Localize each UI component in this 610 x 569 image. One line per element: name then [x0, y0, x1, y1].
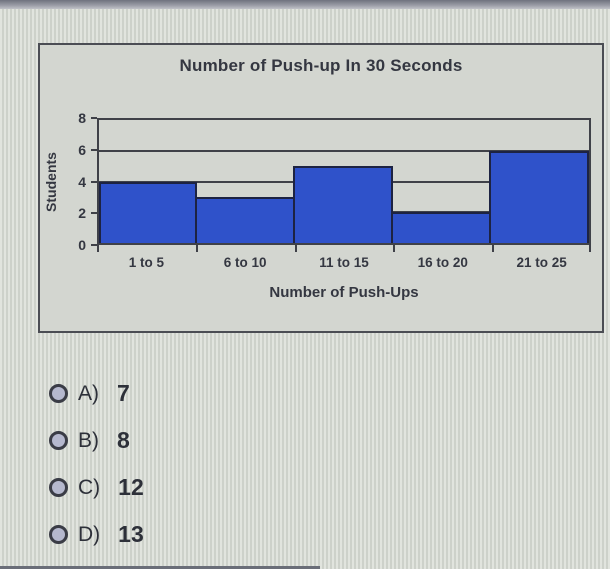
y-tick-marks — [91, 117, 97, 246]
chart-title: Number of Push-up In 30 Seconds — [179, 56, 463, 75]
bar-6-to-10 — [195, 196, 295, 243]
option-d-value: 13 — [118, 521, 144, 547]
x-tick-mark-3 — [393, 245, 396, 252]
x-category-label: 16 to 20 — [417, 255, 468, 270]
option-b[interactable]: B) 8 — [49, 424, 144, 457]
x-category-label: 21 to 25 — [516, 255, 567, 270]
option-c-value: 12 — [118, 474, 144, 500]
bar-16-to-20 — [391, 212, 491, 243]
option-c-radio[interactable] — [49, 478, 68, 497]
option-c-letter: C) — [78, 475, 101, 499]
option-a-letter: A) — [78, 381, 99, 405]
bottom-screen-edge — [0, 566, 320, 569]
option-c[interactable]: C) 12 — [49, 471, 144, 504]
x-tick-mark-1 — [195, 245, 198, 252]
y-axis-label: Students — [37, 118, 65, 245]
option-b-letter: B) — [78, 428, 99, 452]
chart-panel: Number of Push-up In 30 Seconds Students… — [38, 43, 604, 333]
x-category-label: 11 to 15 — [319, 255, 369, 270]
x-category-labels: 1 to 5 6 to 10 11 to 15 16 to 20 21 to 25 — [97, 255, 591, 270]
y-tick-label-4: 4 — [78, 173, 86, 190]
option-a[interactable]: A) 7 — [49, 377, 144, 410]
option-b-value: 8 — [117, 427, 130, 453]
y-tick-labels: 8 6 4 2 0 — [64, 110, 90, 253]
bar-21-to-25 — [489, 150, 589, 243]
x-category-label: 6 to 10 — [223, 255, 267, 270]
y-tick-mark-4 — [91, 180, 97, 183]
option-a-radio[interactable] — [49, 384, 68, 403]
x-category-label: 1 to 5 — [128, 255, 165, 270]
y-tick-mark-2 — [91, 212, 97, 215]
y-tick-label-0: 0 — [78, 237, 86, 253]
answer-options: A) 7 B) 8 C) 12 D) 13 — [49, 377, 144, 565]
top-screen-edge — [0, 0, 610, 9]
option-d-letter: D) — [78, 522, 101, 546]
x-tick-mark-5 — [589, 245, 591, 252]
y-tick-mark-6 — [91, 148, 97, 151]
option-d-radio[interactable] — [49, 525, 68, 544]
option-a-value: 7 — [117, 380, 130, 406]
option-b-radio[interactable] — [49, 431, 68, 450]
y-tick-label-6: 6 — [78, 141, 86, 158]
y-tick-mark-0 — [91, 244, 97, 246]
y-tick-mark-8 — [91, 117, 97, 119]
y-tick-label-8: 8 — [78, 110, 86, 126]
gridline-6 — [99, 149, 589, 152]
y-tick-label-2: 2 — [78, 205, 86, 222]
x-tick-marks — [97, 245, 591, 252]
x-tick-mark-4 — [492, 245, 495, 252]
option-d[interactable]: D) 13 — [49, 518, 144, 551]
bar-11-to-15 — [293, 166, 393, 243]
x-tick-mark-2 — [294, 245, 297, 252]
bar-1-to-5 — [99, 181, 197, 243]
y-axis-label-text: Students — [43, 151, 60, 212]
plot-area — [97, 118, 591, 245]
x-axis-label: Number of Push-Ups — [269, 284, 419, 301]
x-tick-mark-0 — [97, 245, 99, 252]
